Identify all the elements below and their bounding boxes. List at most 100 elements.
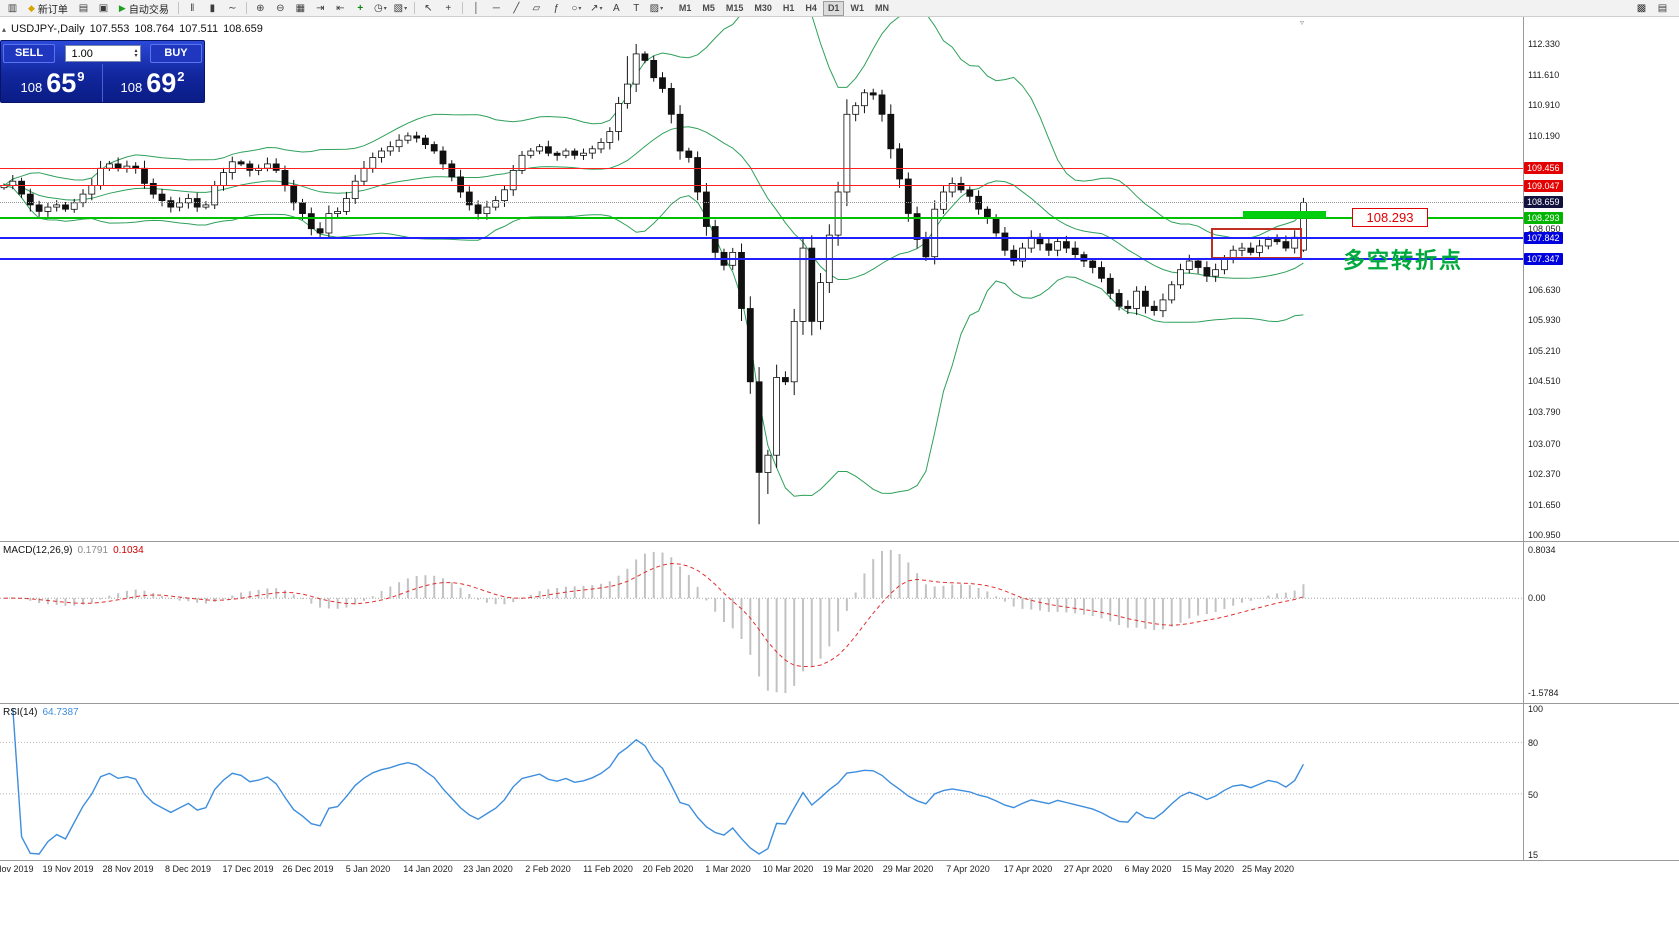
- volume-value: 1.00: [71, 47, 93, 60]
- rsi-chart[interactable]: [0, 704, 1679, 860]
- horizontal-line-108.659[interactable]: [0, 201, 1523, 203]
- symbol-name: USDJPY-,Daily: [11, 23, 85, 35]
- chart-ohlc-info: ▴ USDJPY-,Daily 107.553 108.764 107.511 …: [2, 23, 263, 35]
- macd-chart[interactable]: [0, 542, 1679, 703]
- buy-price-big: 69: [146, 68, 177, 98]
- data-window-icon[interactable]: ▣: [94, 1, 113, 16]
- date-label: 1 Mar 2020: [705, 864, 751, 874]
- charts-window-icon[interactable]: ▥: [3, 1, 22, 16]
- charts-window-glyph: ▥: [7, 2, 18, 14]
- data-window-glyph: ▣: [98, 2, 109, 14]
- date-label: 8 Dec 2019: [164, 864, 212, 874]
- arrows-icon[interactable]: ↗ ▾: [587, 1, 606, 16]
- timeframe-h4-button[interactable]: H4: [805, 2, 817, 13]
- zoom-in-icon[interactable]: ⊕: [251, 1, 270, 16]
- timeframe-h1-button[interactable]: H1: [782, 2, 795, 13]
- shapes-glyph: ○: [571, 2, 578, 14]
- rsi-indicator-label: RSI(14) 64.7387: [3, 707, 79, 718]
- volume-input[interactable]: 1.00 ▴ ▾: [64, 45, 141, 62]
- macd-name: MACD(12,26,9): [3, 545, 73, 556]
- one-click-trading-panel: SELL 1.00 ▴ ▾ BUY 108 65 9 108 69 2: [0, 40, 205, 103]
- timeframe-m30-button[interactable]: M30: [754, 2, 772, 13]
- horizontal-line-109.047[interactable]: [0, 185, 1523, 187]
- chart-list-icon[interactable]: ▤: [1657, 2, 1668, 14]
- text-label-icon[interactable]: T: [627, 1, 646, 16]
- sell-button[interactable]: SELL: [3, 44, 55, 63]
- text-icon[interactable]: A: [607, 1, 626, 16]
- horizontal-line-icon[interactable]: ─: [487, 1, 506, 16]
- new-order-button[interactable]: ◆ 新订单: [23, 1, 73, 16]
- time-axis[interactable]: 10 Nov 2019 19 Nov 2019 28 Nov 2019 8 Dec 2…: [0, 861, 1523, 881]
- timeframe-mn-button[interactable]: MN: [874, 2, 889, 13]
- shapes-icon[interactable]: ○ ▾: [567, 1, 586, 16]
- bars-chart-icon[interactable]: ‖: [183, 1, 202, 16]
- toolbar-separator: [245, 2, 247, 14]
- new-chart-icon[interactable]: ▩: [1636, 2, 1647, 14]
- crosshair-icon[interactable]: +: [439, 1, 458, 16]
- cursor-icon[interactable]: ↖: [419, 1, 438, 16]
- sell-price[interactable]: 108 65 9: [3, 64, 102, 102]
- equidistant-channel-icon[interactable]: ▱: [527, 1, 546, 16]
- fibonacci-icon[interactable]: ƒ: [547, 1, 566, 16]
- market-watch-icon[interactable]: ▤: [74, 1, 93, 16]
- toolbar: ▥ ◆ 新订单 ▤ ▣ ▶ 自动交易 ‖ ▮ ∼ ⊕ ⊖ ▦ ⇥ ⇤ + ◷ ▾ ▧ ▾ ↖ + │ ─ ╱ ▱ ƒ ○ ▾ ↗ ▾ A T ▨ ▾…: [0, 0, 1679, 17]
- indicators-icon[interactable]: +: [351, 1, 370, 16]
- thick-green-line[interactable]: [1243, 210, 1326, 218]
- drawing-properties-icon[interactable]: ▨ ▾: [647, 1, 666, 16]
- rsi-line: [12, 707, 1305, 855]
- equidistant-channel-glyph: ▱: [532, 2, 541, 14]
- templates-icon[interactable]: ▧ ▾: [391, 1, 410, 16]
- buy-button[interactable]: BUY: [150, 44, 202, 63]
- auto-scroll-icon[interactable]: ⇥: [311, 1, 330, 16]
- timeframe-m1-button[interactable]: M1: [678, 2, 692, 13]
- chart-shift-icon[interactable]: ⇤: [331, 1, 350, 16]
- date-label: 14 Jan 2020: [403, 864, 453, 874]
- tile-windows-icon[interactable]: ▦: [291, 1, 310, 16]
- macd-main-value: 0.1791: [77, 545, 109, 556]
- trendline-icon[interactable]: ╱: [507, 1, 526, 16]
- periods-icon[interactable]: ◷ ▾: [371, 1, 390, 16]
- consolidation-red-box[interactable]: [1211, 228, 1302, 260]
- pane-separator-macd[interactable]: [0, 541, 1679, 542]
- one-click-collapse-icon[interactable]: ▴: [2, 24, 7, 34]
- new-order-icon: ◆: [28, 2, 35, 13]
- volume-stepper[interactable]: ▴ ▾: [134, 47, 138, 59]
- price-callout-label[interactable]: 108.293: [1352, 208, 1428, 228]
- horizontal-line-108.293[interactable]: [0, 217, 1523, 220]
- sell-price-sup: 9: [77, 69, 85, 84]
- date-label: 19 Nov 2019: [42, 864, 94, 874]
- toolbar-separator: [177, 2, 179, 14]
- pane-separator-rsi[interactable]: [0, 703, 1679, 704]
- tile-windows-glyph: ▦: [295, 2, 306, 14]
- line-chart-icon[interactable]: ∼: [223, 1, 242, 16]
- turning-point-annotation[interactable]: 多空转折点: [1343, 248, 1464, 273]
- horizontal-line-107.347[interactable]: [0, 257, 1523, 260]
- buy-price[interactable]: 108 69 2: [102, 64, 202, 102]
- timeframe-group: M1 M5 M15 M30 H1 H4 D1 W1 MN: [674, 0, 894, 16]
- volume-up-icon[interactable]: ▴: [134, 47, 138, 54]
- volume-down-icon[interactable]: ▾: [134, 52, 138, 59]
- timeframe-m15-button[interactable]: M15: [725, 2, 744, 13]
- rsi-value: 64.7387: [42, 707, 79, 718]
- vertical-line-icon[interactable]: │: [467, 1, 486, 16]
- timeframe-m5-button[interactable]: M5: [702, 2, 715, 13]
- dropdown-arrow-icon: ▾: [599, 5, 603, 12]
- horizontal-line-107.842[interactable]: [0, 236, 1523, 239]
- drawing-properties-glyph: ▨: [649, 2, 660, 14]
- toolbar-left: ▥ ◆ 新订单 ▤ ▣ ▶ 自动交易 ‖ ▮ ∼ ⊕ ⊖ ▦ ⇥ ⇤ + ◷ ▾ ▧ ▾ ↖ + │ ─ ╱ ▱ ƒ ○ ▾ ↗ ▾ A T ▨ ▾: [3, 1, 666, 16]
- arrows-glyph: ↗: [590, 2, 599, 14]
- date-label: 17 Apr 2020: [1003, 864, 1053, 874]
- zoom-out-icon[interactable]: ⊖: [271, 1, 290, 16]
- macd-indicator-label: MACD(12,26,9) 0.1791 0.1034: [3, 545, 144, 556]
- autotrading-button[interactable]: ▶ 自动交易: [114, 1, 174, 16]
- horizontal-line-109.456[interactable]: [0, 167, 1523, 169]
- chart-shift-marker[interactable]: ▿: [1300, 18, 1305, 27]
- date-label: 11 Feb 2020: [583, 864, 633, 874]
- candlestick-chart-icon[interactable]: ▮: [203, 1, 222, 16]
- toolbar-right: ▩ ▤: [1632, 1, 1672, 16]
- autotrading-button-label: 自动交易: [128, 4, 169, 16]
- price-chart[interactable]: [0, 17, 1679, 541]
- buy-price-main: 108: [120, 80, 143, 95]
- timeframe-w1-button[interactable]: W1: [850, 2, 864, 13]
- timeframe-d1-button[interactable]: D1: [822, 0, 845, 16]
